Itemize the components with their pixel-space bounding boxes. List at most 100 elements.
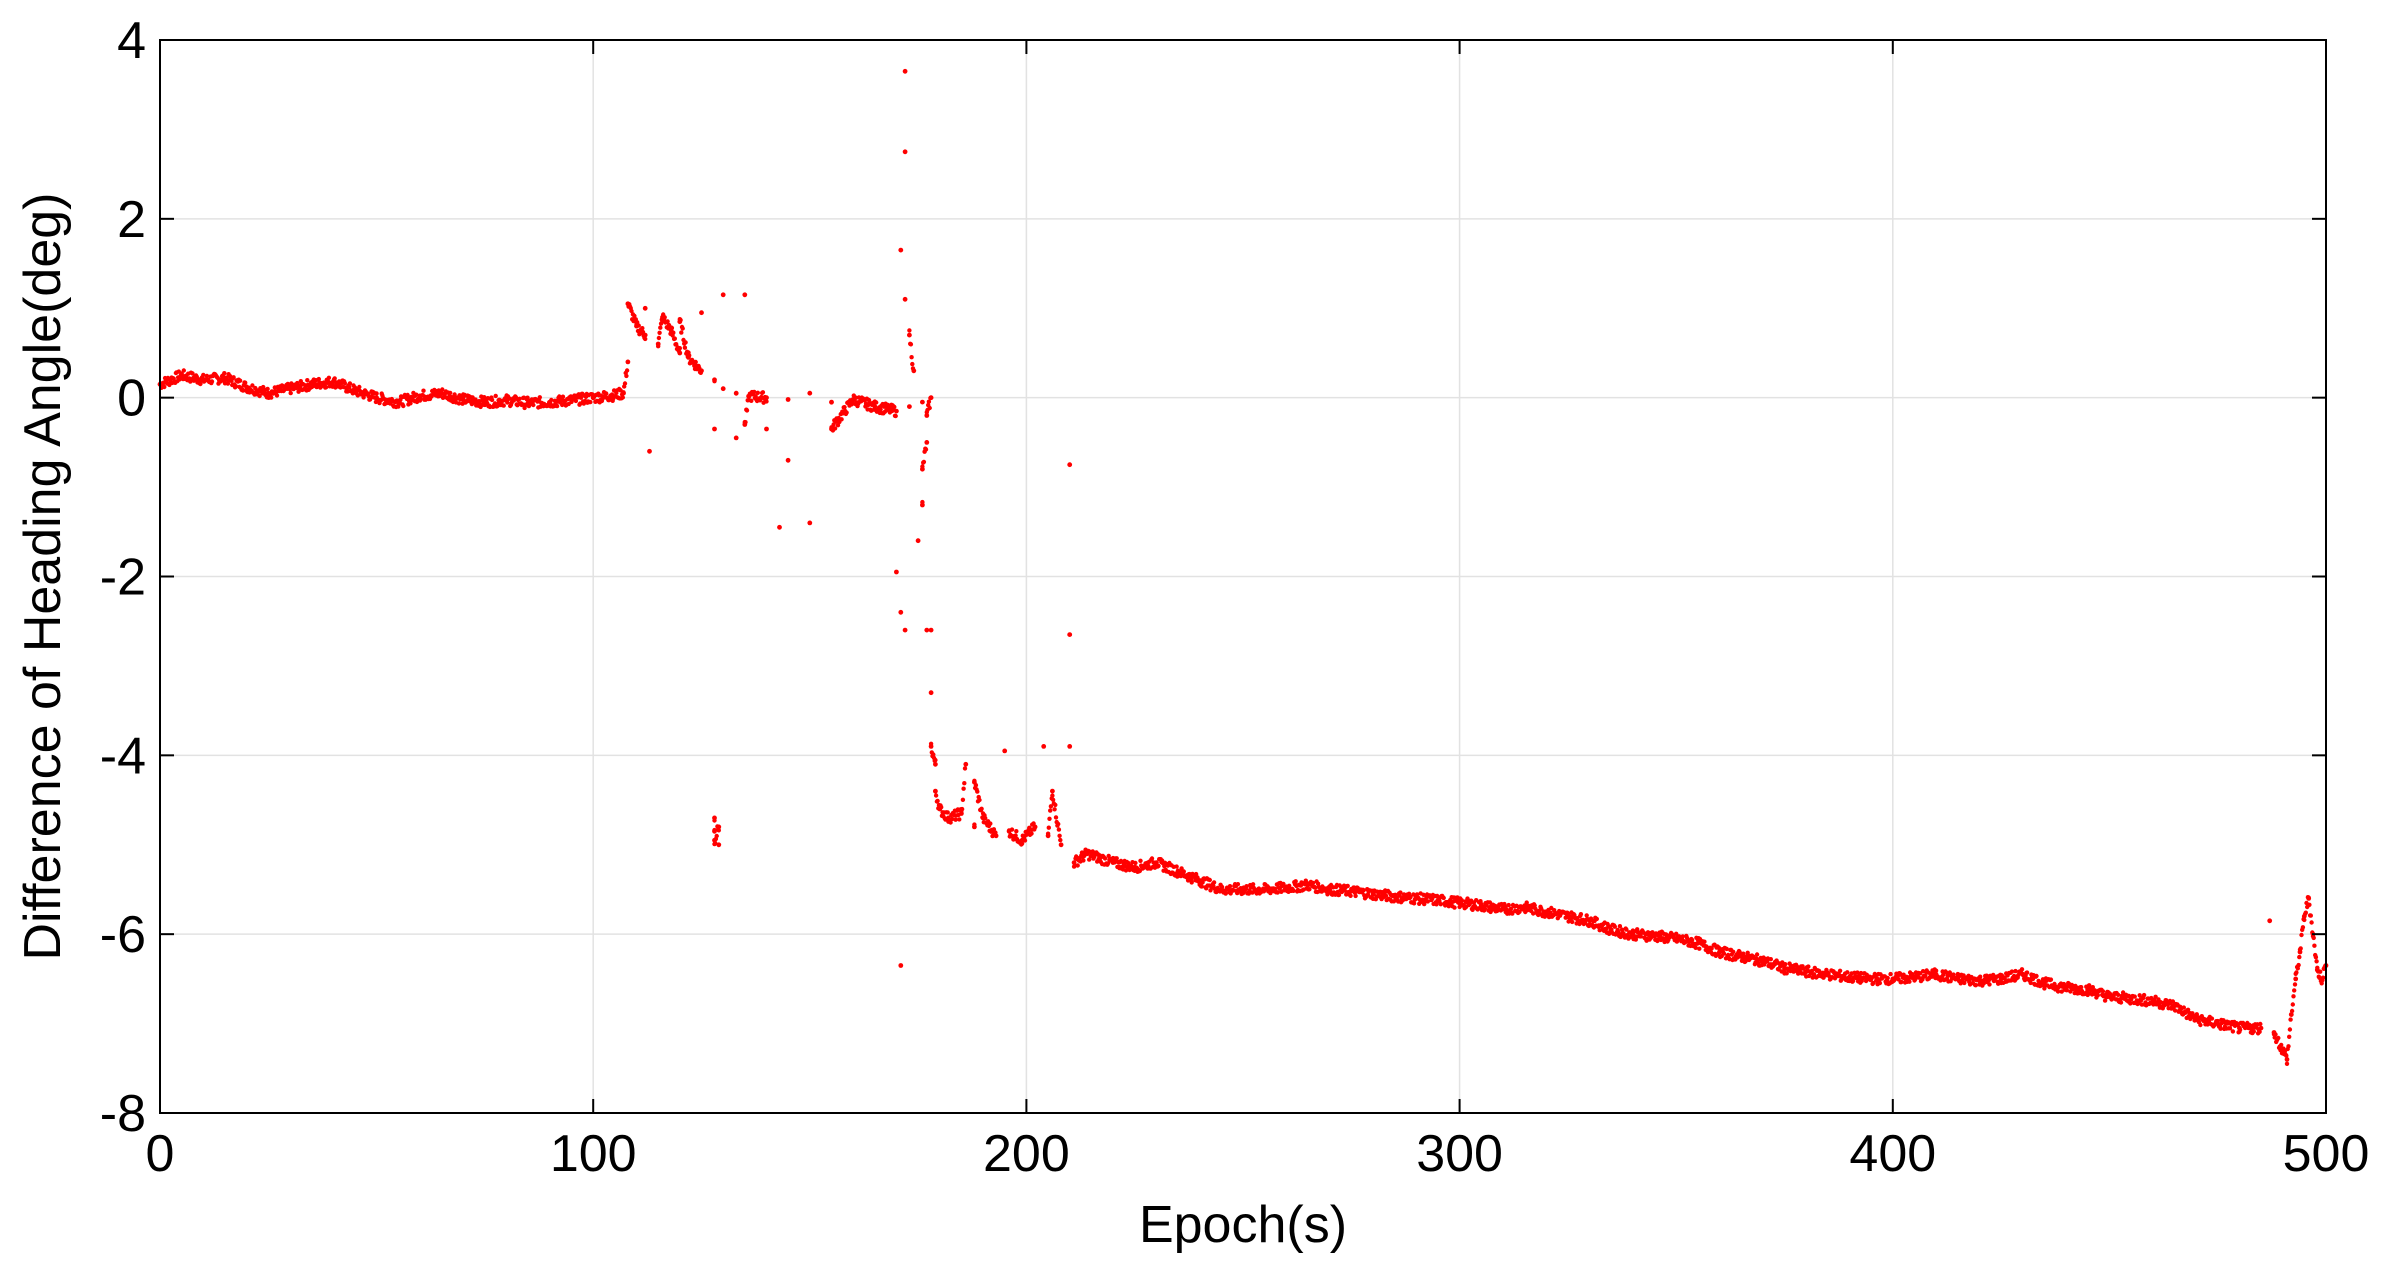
data-point xyxy=(874,400,879,405)
data-point xyxy=(326,375,332,380)
data-point xyxy=(1114,856,1119,861)
data-point xyxy=(924,413,930,418)
data-point xyxy=(604,391,609,396)
data-point xyxy=(1067,462,1073,468)
data-point xyxy=(2095,993,2100,998)
data-point xyxy=(1877,980,1883,986)
data-point xyxy=(949,816,955,822)
data-point xyxy=(2302,917,2307,923)
data-point xyxy=(933,789,938,794)
data-point xyxy=(657,330,662,335)
data-point xyxy=(948,820,953,825)
data-point xyxy=(1106,853,1111,859)
data-point xyxy=(1046,825,1052,830)
data-point xyxy=(2141,992,2147,998)
data-point xyxy=(1149,856,1155,861)
data-point xyxy=(712,426,717,432)
data-point xyxy=(961,786,966,791)
data-point xyxy=(1045,831,1051,836)
data-point xyxy=(2024,970,2030,975)
data-point xyxy=(2181,1005,2186,1010)
data-point xyxy=(1019,841,1025,846)
data-point xyxy=(1459,898,1465,903)
data-point xyxy=(1014,829,1019,834)
y-tick-label: 0 xyxy=(117,370,146,428)
data-point xyxy=(2205,1022,2210,1027)
data-point xyxy=(760,390,766,395)
data-point xyxy=(1053,815,1059,820)
data-point xyxy=(1032,827,1037,832)
data-point xyxy=(1570,919,1575,925)
data-point xyxy=(1075,863,1080,868)
data-point xyxy=(1724,946,1729,952)
data-point xyxy=(1067,744,1073,749)
data-point xyxy=(1619,927,1625,932)
data-point xyxy=(1087,857,1092,862)
data-point xyxy=(785,457,791,463)
data-point xyxy=(2042,986,2047,991)
data-point xyxy=(479,398,485,403)
data-point xyxy=(1189,880,1194,885)
data-point xyxy=(1871,980,1876,986)
data-point xyxy=(274,393,280,398)
data-point xyxy=(2227,1026,2233,1031)
data-point xyxy=(624,373,629,379)
data-point xyxy=(909,355,914,360)
data-point xyxy=(2079,985,2084,990)
data-point xyxy=(560,394,566,399)
data-point xyxy=(421,388,426,393)
data-point xyxy=(2309,920,2314,925)
data-point xyxy=(1151,860,1156,865)
data-point xyxy=(839,417,844,422)
data-point xyxy=(265,386,270,392)
data-point xyxy=(1933,968,1939,973)
data-point xyxy=(347,385,352,390)
data-point xyxy=(2289,1012,2294,1017)
data-point xyxy=(1811,972,1817,977)
data-point xyxy=(1806,964,1811,969)
data-point xyxy=(2297,954,2302,960)
data-point xyxy=(517,396,522,401)
data-point xyxy=(972,822,977,827)
data-point xyxy=(1310,880,1316,886)
data-point xyxy=(907,328,912,333)
data-point xyxy=(749,398,754,403)
data-point xyxy=(1680,934,1685,939)
data-point xyxy=(1737,950,1742,955)
data-point xyxy=(716,828,721,833)
data-point xyxy=(2292,982,2298,987)
data-point xyxy=(1923,973,1928,978)
data-point xyxy=(2100,989,2106,994)
data-point xyxy=(928,690,934,696)
data-point xyxy=(1281,881,1286,887)
data-point xyxy=(1694,941,1700,946)
data-point xyxy=(1058,837,1063,843)
data-point xyxy=(1345,883,1350,889)
data-point xyxy=(1674,931,1679,936)
data-point xyxy=(907,404,912,409)
data-point xyxy=(643,336,648,342)
data-point xyxy=(1181,869,1187,874)
data-point xyxy=(977,797,982,803)
data-point xyxy=(674,342,679,347)
data-point xyxy=(991,827,997,832)
data-point xyxy=(2064,988,2069,993)
data-point xyxy=(573,398,579,404)
data-point xyxy=(1383,893,1389,898)
data-point xyxy=(1850,978,1856,984)
data-point xyxy=(578,395,584,400)
data-point xyxy=(2028,980,2033,986)
data-point xyxy=(2172,1008,2178,1013)
data-point xyxy=(531,402,536,408)
y-tick-label: -8 xyxy=(100,1085,146,1143)
data-point xyxy=(1837,968,1843,973)
data-point xyxy=(2048,977,2054,982)
data-point xyxy=(1307,887,1312,892)
data-point xyxy=(231,375,236,380)
data-point xyxy=(2284,1057,2290,1062)
data-point xyxy=(1913,977,1918,982)
data-point xyxy=(1408,894,1413,900)
data-point xyxy=(1081,858,1086,863)
data-point xyxy=(2286,1044,2291,1049)
data-point xyxy=(2152,997,2157,1003)
